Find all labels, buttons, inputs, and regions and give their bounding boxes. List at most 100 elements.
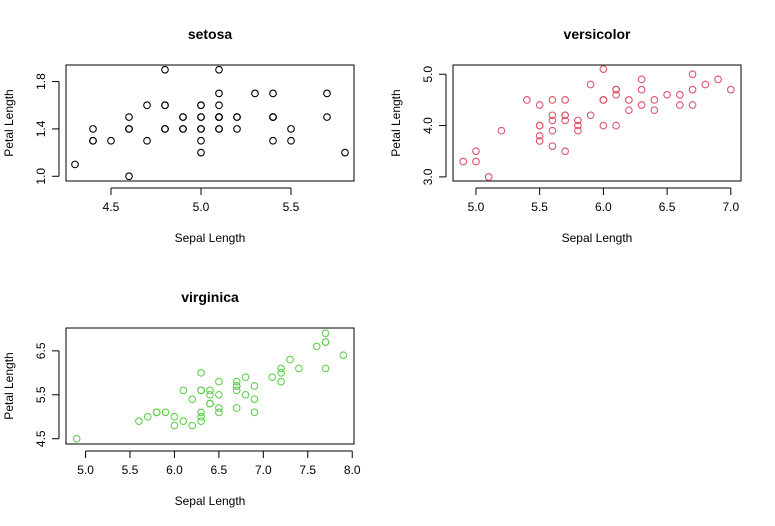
- data-point: [548, 126, 557, 135]
- data-point: [675, 101, 684, 109]
- data-point: [232, 377, 241, 386]
- data-point: [215, 377, 223, 386]
- panel-setosa: setosa 4.5 5.0 5.5 1.0 1.4 1.8 Sepal Length Peta…: [2, 26, 355, 245]
- data-point: [612, 85, 620, 94]
- data-point: [650, 106, 659, 115]
- data-point: [561, 111, 569, 120]
- data-point: [688, 85, 697, 94]
- data-point: [197, 408, 205, 417]
- data-point: [241, 390, 250, 399]
- data-point: [548, 111, 557, 120]
- data-point: [286, 355, 294, 364]
- data-point: [161, 65, 169, 74]
- data-point: [323, 89, 331, 98]
- data-point: [523, 96, 531, 104]
- y-axis-label: Petal Length: [2, 352, 16, 419]
- data-point: [295, 364, 303, 373]
- data-point: [625, 96, 633, 104]
- data-point: [548, 142, 557, 150]
- data-point: [277, 364, 285, 373]
- data-point: [548, 116, 557, 125]
- data-point: [206, 399, 214, 408]
- data-point: [89, 125, 97, 133]
- x-tick-label: 6.5: [211, 463, 228, 477]
- data-point: [197, 101, 205, 110]
- y-tick-label: 6.5: [34, 342, 48, 359]
- data-point: [586, 80, 595, 89]
- data-point: [548, 96, 557, 104]
- data-point: [179, 125, 187, 133]
- data-point: [197, 412, 205, 421]
- data-point: [637, 75, 646, 84]
- data-point: [599, 96, 608, 104]
- data-point: [599, 121, 608, 130]
- data-point: [71, 160, 79, 169]
- data-point: [250, 408, 259, 417]
- data-point: [561, 96, 569, 104]
- data-point: [269, 136, 277, 145]
- data-point: [321, 329, 330, 338]
- data-point: [268, 373, 277, 382]
- x-tick-label: 6.5: [659, 200, 676, 214]
- data-point: [459, 157, 468, 166]
- x-tick-label: 5.5: [122, 463, 139, 477]
- data-point: [188, 421, 197, 430]
- data-point: [197, 417, 205, 426]
- data-point: [89, 136, 97, 145]
- data-point: [250, 382, 259, 390]
- data-point: [574, 121, 582, 130]
- data-point: [72, 434, 81, 443]
- data-point: [277, 368, 285, 377]
- data-point: [472, 157, 480, 166]
- data-point: [197, 368, 205, 377]
- data-point: [637, 85, 646, 94]
- data-point: [612, 90, 620, 99]
- data-point: [269, 113, 277, 121]
- data-point: [650, 96, 659, 104]
- y-tick-label: 1.4: [34, 120, 48, 137]
- data-point: [599, 65, 608, 73]
- panel-title: versicolor: [564, 26, 631, 42]
- data-point: [215, 101, 223, 110]
- data-point: [637, 101, 646, 109]
- data-point: [561, 116, 569, 125]
- panel-title: virginica: [181, 289, 239, 305]
- data-point: [197, 148, 205, 157]
- y-tick-label: 1.8: [34, 73, 48, 90]
- data-point: [241, 373, 250, 382]
- data-point: [125, 113, 133, 121]
- plot-frame: [452, 64, 742, 182]
- data-point: [574, 116, 582, 125]
- data-point: [232, 382, 241, 390]
- data-point: [188, 395, 197, 404]
- data-point: [107, 136, 115, 145]
- data-point: [215, 404, 223, 412]
- data-point: [215, 65, 223, 74]
- data-point: [586, 111, 595, 120]
- data-point: [287, 136, 295, 145]
- data-point: [612, 121, 620, 130]
- x-tick-label: 7.5: [299, 463, 316, 477]
- y-tick-label: 5.5: [34, 386, 48, 403]
- data-point: [663, 90, 671, 99]
- data-point: [497, 126, 506, 135]
- data-point: [701, 80, 710, 89]
- x-axis-label: Sepal Length: [562, 231, 633, 245]
- data-point: [535, 101, 544, 109]
- data-point: [215, 113, 223, 121]
- x-axis-label: Sepal Length: [175, 494, 246, 508]
- data-point: [143, 412, 152, 421]
- data-point: [143, 136, 151, 145]
- data-point: [688, 101, 697, 109]
- plot-frame: [65, 64, 355, 182]
- data-point: [561, 147, 569, 156]
- data-point: [484, 173, 493, 181]
- panel-title: setosa: [188, 26, 233, 42]
- data-point: [215, 89, 223, 98]
- data-point: [675, 90, 684, 99]
- y-axis-label: Petal Length: [2, 89, 16, 156]
- x-axis-label: Sepal Length: [175, 231, 246, 245]
- x-tick-label: 5.0: [77, 463, 94, 477]
- data-point: [277, 377, 285, 386]
